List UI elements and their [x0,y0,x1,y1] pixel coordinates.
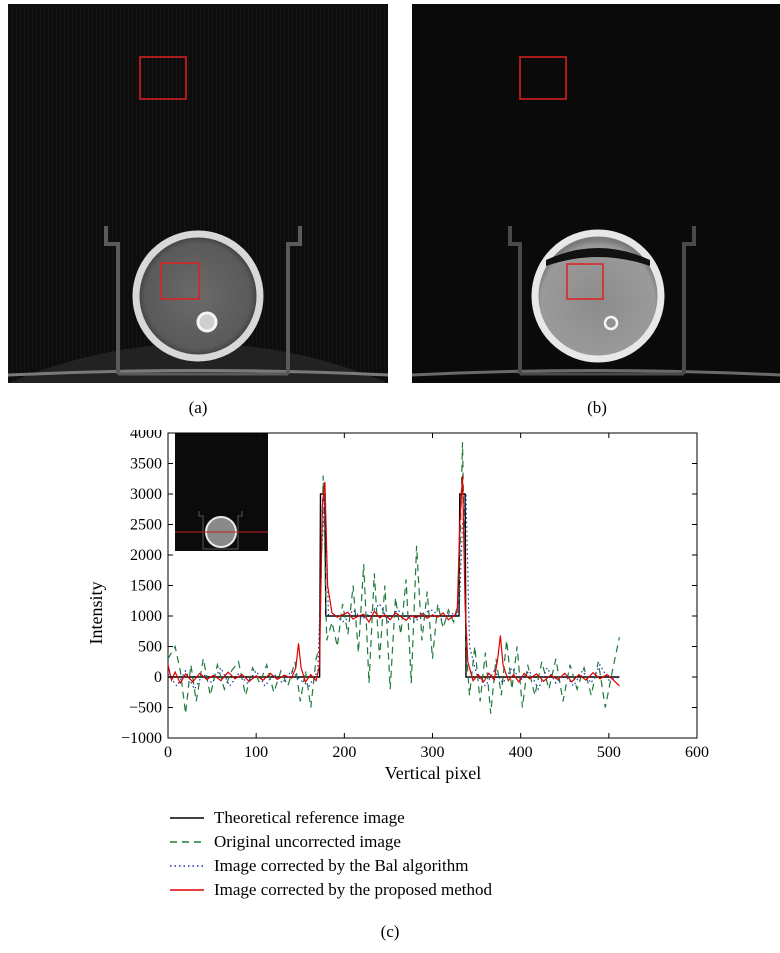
legend-line-solid-red [170,889,204,891]
legend-item: Original uncorrected image [170,830,492,854]
y-tick-label: −1000 [121,730,162,747]
legend-item: Theoretical reference image [170,806,492,830]
y-tick-label: 2500 [130,517,162,534]
x-axis-label: Vertical pixel [385,763,481,783]
legend-label: Original uncorrected image [214,832,401,851]
y-tick-label: 1000 [130,608,162,625]
x-tick-label: 400 [509,744,533,761]
y-tick-label: −500 [129,700,162,717]
x-tick-label: 100 [244,744,268,761]
y-axis-label: Intensity [86,582,106,645]
legend-line-dashed-green [170,841,204,843]
y-tick-label: 3000 [130,486,162,503]
y-tick-label: 1500 [130,578,162,595]
legend-label: Image corrected by the Bal algorithm [214,856,469,875]
x-tick-label: 300 [421,744,445,761]
y-tick-label: 500 [138,639,162,656]
caption-b: (b) [587,398,607,417]
legend-line-dotted-blue [170,865,204,867]
ct-image-b-graphic [412,4,780,383]
series-line-proposed [167,475,620,687]
intensity-profile-chart: 0 100 200 300 400 500 600 −1000 −500 0 500 1000 1500… [86,430,709,783]
chart-legend: Theoretical reference image Original unc… [170,806,492,902]
x-tick-label: 600 [685,744,709,761]
ct-image-corrected [412,4,780,383]
legend-line-solid-black [170,817,204,819]
caption-c: (c) [380,922,400,941]
roi-box-background [519,56,567,100]
y-tick-label: 2000 [130,547,162,564]
ct-image-uncorrected [8,4,388,383]
series-line-original [167,442,620,714]
x-tick-label: 500 [597,744,621,761]
legend-item: Image corrected by the proposed method [170,878,492,902]
legend-item: Image corrected by the Bal algorithm [170,854,492,878]
roi-box-phantom [566,263,604,300]
roi-box-background [139,56,187,100]
y-tick-label: 3500 [130,456,162,473]
x-tick-label: 0 [164,744,172,761]
inset-thumbnail [175,433,268,551]
roi-box-phantom [160,262,200,300]
x-tick-label: 200 [332,744,356,761]
y-tick-label: 4000 [130,430,162,442]
caption-a: (a) [188,398,208,417]
legend-label: Image corrected by the proposed method [214,880,493,899]
legend-label: Theoretical reference image [214,808,405,827]
y-tick-label: 0 [154,669,162,686]
ct-image-a-graphic [8,4,388,383]
